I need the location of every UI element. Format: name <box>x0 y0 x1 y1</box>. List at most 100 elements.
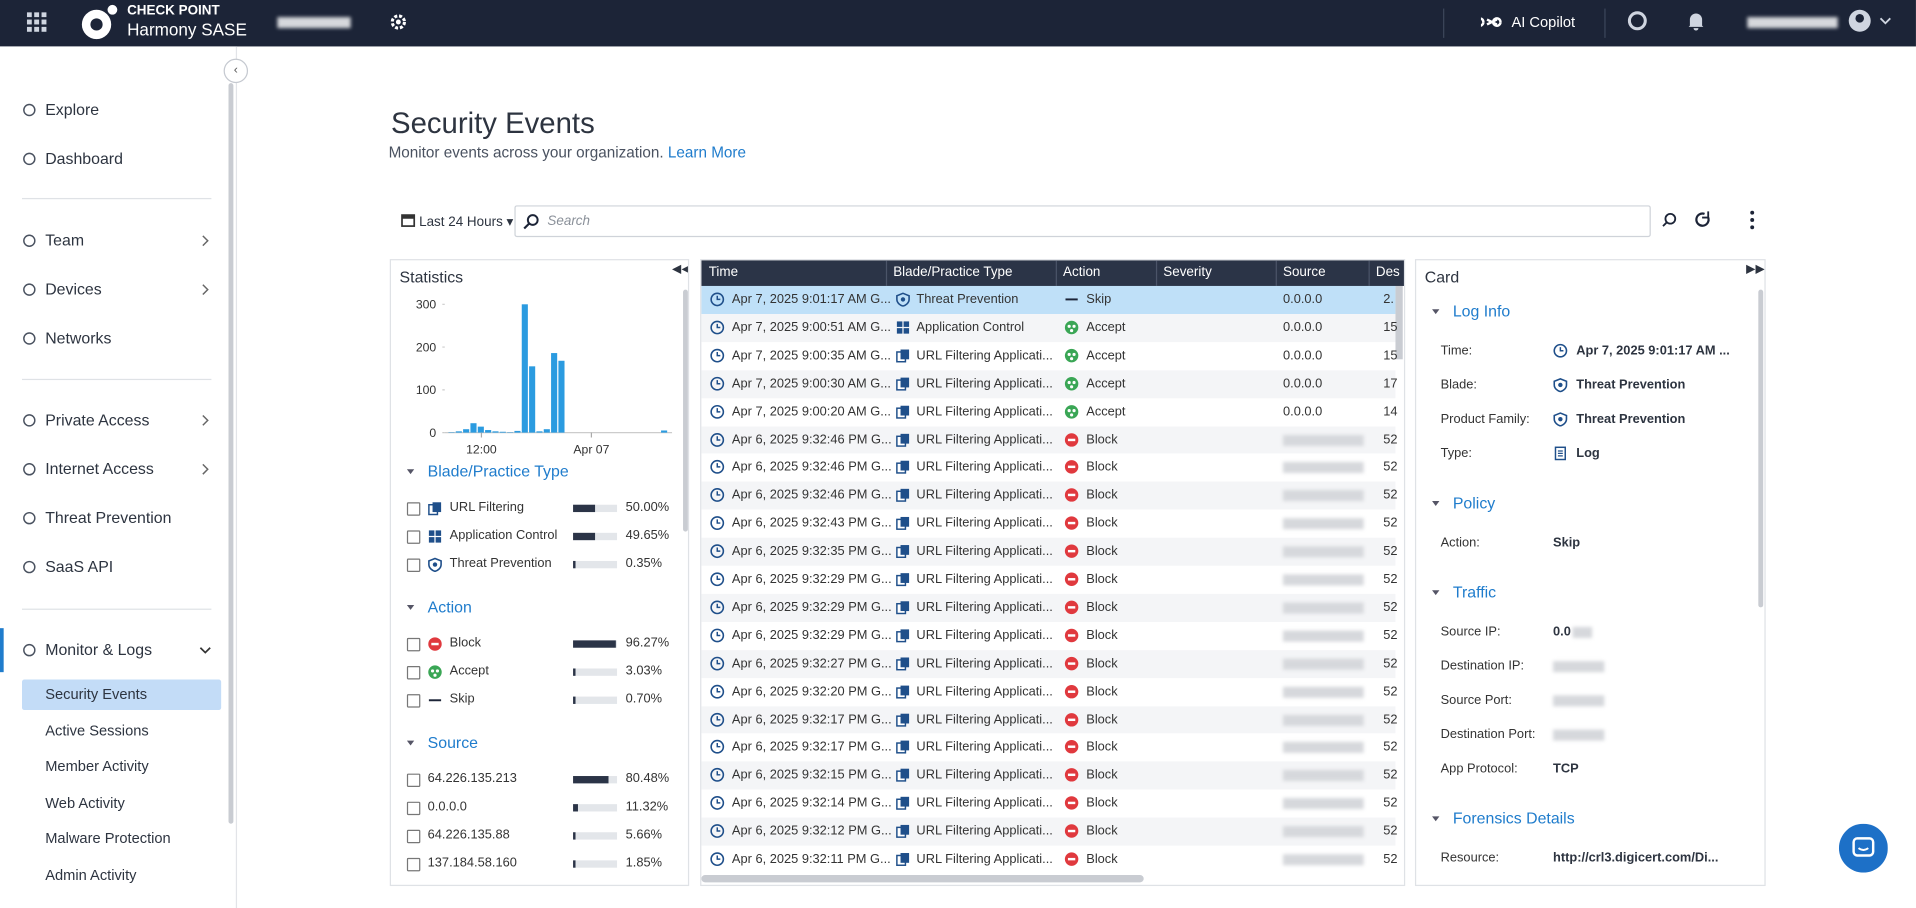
search-box[interactable]: Search <box>514 205 1651 238</box>
item-name: 137.184.58.160 <box>427 855 517 871</box>
cell-destination: 52 <box>1383 767 1398 783</box>
help[interactable] <box>1627 11 1650 33</box>
divider <box>1604 8 1606 38</box>
table-row[interactable] <box>701 537 1396 566</box>
checkbox[interactable] <box>406 694 421 708</box>
table-header <box>701 260 1404 286</box>
menu-item[interactable]: Explore <box>45 100 100 119</box>
toolbar-icons[interactable] <box>1662 209 1772 231</box>
menu-item[interactable]: Dashboard <box>45 149 123 168</box>
menu-icon <box>23 103 36 117</box>
column-header[interactable]: Source <box>1282 265 1326 280</box>
checkbox[interactable] <box>406 773 421 788</box>
column-header[interactable]: Action <box>1063 265 1101 280</box>
settings[interactable] <box>389 12 409 32</box>
table-row[interactable] <box>701 341 1396 371</box>
table-row[interactable] <box>701 789 1396 818</box>
column-header[interactable]: Blade/Practice Type <box>893 265 1013 280</box>
time-range[interactable]: Last 24 Hours ▾ <box>419 215 514 230</box>
checkbox[interactable] <box>406 502 421 516</box>
section-title[interactable]: Forensics Details <box>1452 809 1575 828</box>
cell-source-redacted <box>1282 826 1364 838</box>
table-row[interactable] <box>701 565 1396 594</box>
submenu-item[interactable]: Admin Activity <box>45 866 137 884</box>
menu-item[interactable]: Networks <box>45 328 112 348</box>
notifications[interactable] <box>1686 11 1706 33</box>
cell-destination: 52 <box>1383 655 1398 671</box>
cell-source-redacted <box>1282 630 1364 642</box>
field-label: Resource: <box>1440 850 1500 866</box>
table-row[interactable] <box>701 677 1396 706</box>
table-row[interactable] <box>701 761 1396 790</box>
table-row[interactable] <box>701 649 1396 678</box>
learn-more[interactable]: Learn More <box>667 144 747 162</box>
submenu-item[interactable]: Web Activity <box>45 794 125 812</box>
column-header[interactable]: Time <box>708 265 739 280</box>
copilot[interactable]: AI Copilot <box>1511 13 1576 31</box>
chevron <box>202 284 209 296</box>
collapse-stats[interactable]: ◀◀ <box>672 262 690 277</box>
action-icon <box>1064 824 1079 838</box>
checkbox[interactable] <box>406 666 421 680</box>
cell-blade: URL Filtering Applicati... <box>916 515 1053 531</box>
table-row[interactable] <box>701 705 1396 734</box>
checkbox[interactable] <box>406 829 421 844</box>
table-row[interactable] <box>701 425 1396 455</box>
cell-blade: URL Filtering Applicati... <box>916 599 1053 615</box>
menu-item[interactable]: SaaS API <box>45 557 114 576</box>
field-label: Blade: <box>1440 377 1478 393</box>
section-title[interactable]: Policy <box>1452 493 1496 513</box>
column-header[interactable]: Severity <box>1163 265 1212 280</box>
menu-item[interactable]: Internet Access <box>45 459 154 478</box>
table-row[interactable] <box>701 509 1396 538</box>
cell-time: Apr 6, 2025 9:32:35 PM G... <box>731 543 892 559</box>
section-title[interactable]: Action <box>427 597 472 616</box>
table-row[interactable] <box>701 845 1396 874</box>
column-header[interactable]: Des <box>1375 265 1400 280</box>
submenu-item[interactable]: Active Sessions <box>45 721 149 739</box>
menu-item[interactable]: Private Access <box>45 410 150 429</box>
checkbox[interactable] <box>406 801 421 816</box>
collapse-button[interactable]: ‹ <box>223 58 249 84</box>
section-title[interactable]: Source <box>427 733 479 752</box>
cell-source-redacted <box>1282 518 1364 530</box>
table-row[interactable] <box>701 453 1396 482</box>
submenu-item[interactable]: Member Activity <box>45 757 149 776</box>
checkbox[interactable] <box>406 637 421 652</box>
time-icon <box>710 404 725 419</box>
menu-item[interactable]: Devices <box>45 279 102 299</box>
table-row[interactable] <box>701 397 1396 427</box>
action-icon <box>1064 572 1079 586</box>
section-title[interactable]: Log Info <box>1452 301 1511 321</box>
time-icon <box>710 656 725 671</box>
checkbox[interactable] <box>406 857 421 872</box>
menu-item[interactable]: Monitor & Logs <box>45 640 153 659</box>
menu-icon <box>23 643 36 657</box>
table-row[interactable] <box>701 369 1396 399</box>
chat-button[interactable] <box>1838 823 1888 873</box>
collapse-card[interactable]: ▶▶ <box>1746 262 1765 277</box>
table-row[interactable] <box>701 313 1396 343</box>
checkbox[interactable] <box>406 558 421 572</box>
time-icon <box>710 740 725 755</box>
cell-destination: 52 <box>1383 432 1398 447</box>
cell-action: Block <box>1086 599 1118 615</box>
time-icon <box>710 544 725 559</box>
menu-item[interactable]: Threat Prevention <box>45 508 172 527</box>
table-row[interactable] <box>701 817 1396 846</box>
menu-item[interactable]: Team <box>45 230 85 250</box>
submenu-item[interactable]: Malware Protection <box>45 830 171 848</box>
table-row[interactable] <box>701 285 1396 315</box>
table-row[interactable] <box>701 621 1396 650</box>
table-row[interactable] <box>701 593 1396 622</box>
cell-source-redacted <box>1282 854 1364 866</box>
section-title[interactable]: Traffic <box>1452 582 1497 602</box>
bar-fill <box>573 832 576 840</box>
table-row[interactable] <box>701 481 1396 510</box>
section-title[interactable]: Blade/Practice Type <box>427 461 569 481</box>
table-row[interactable] <box>701 733 1396 762</box>
submenu-item[interactable]: Security Events <box>45 685 148 703</box>
user-menu[interactable] <box>1848 9 1897 36</box>
column-divider <box>1155 260 1158 286</box>
checkbox[interactable] <box>406 530 421 544</box>
